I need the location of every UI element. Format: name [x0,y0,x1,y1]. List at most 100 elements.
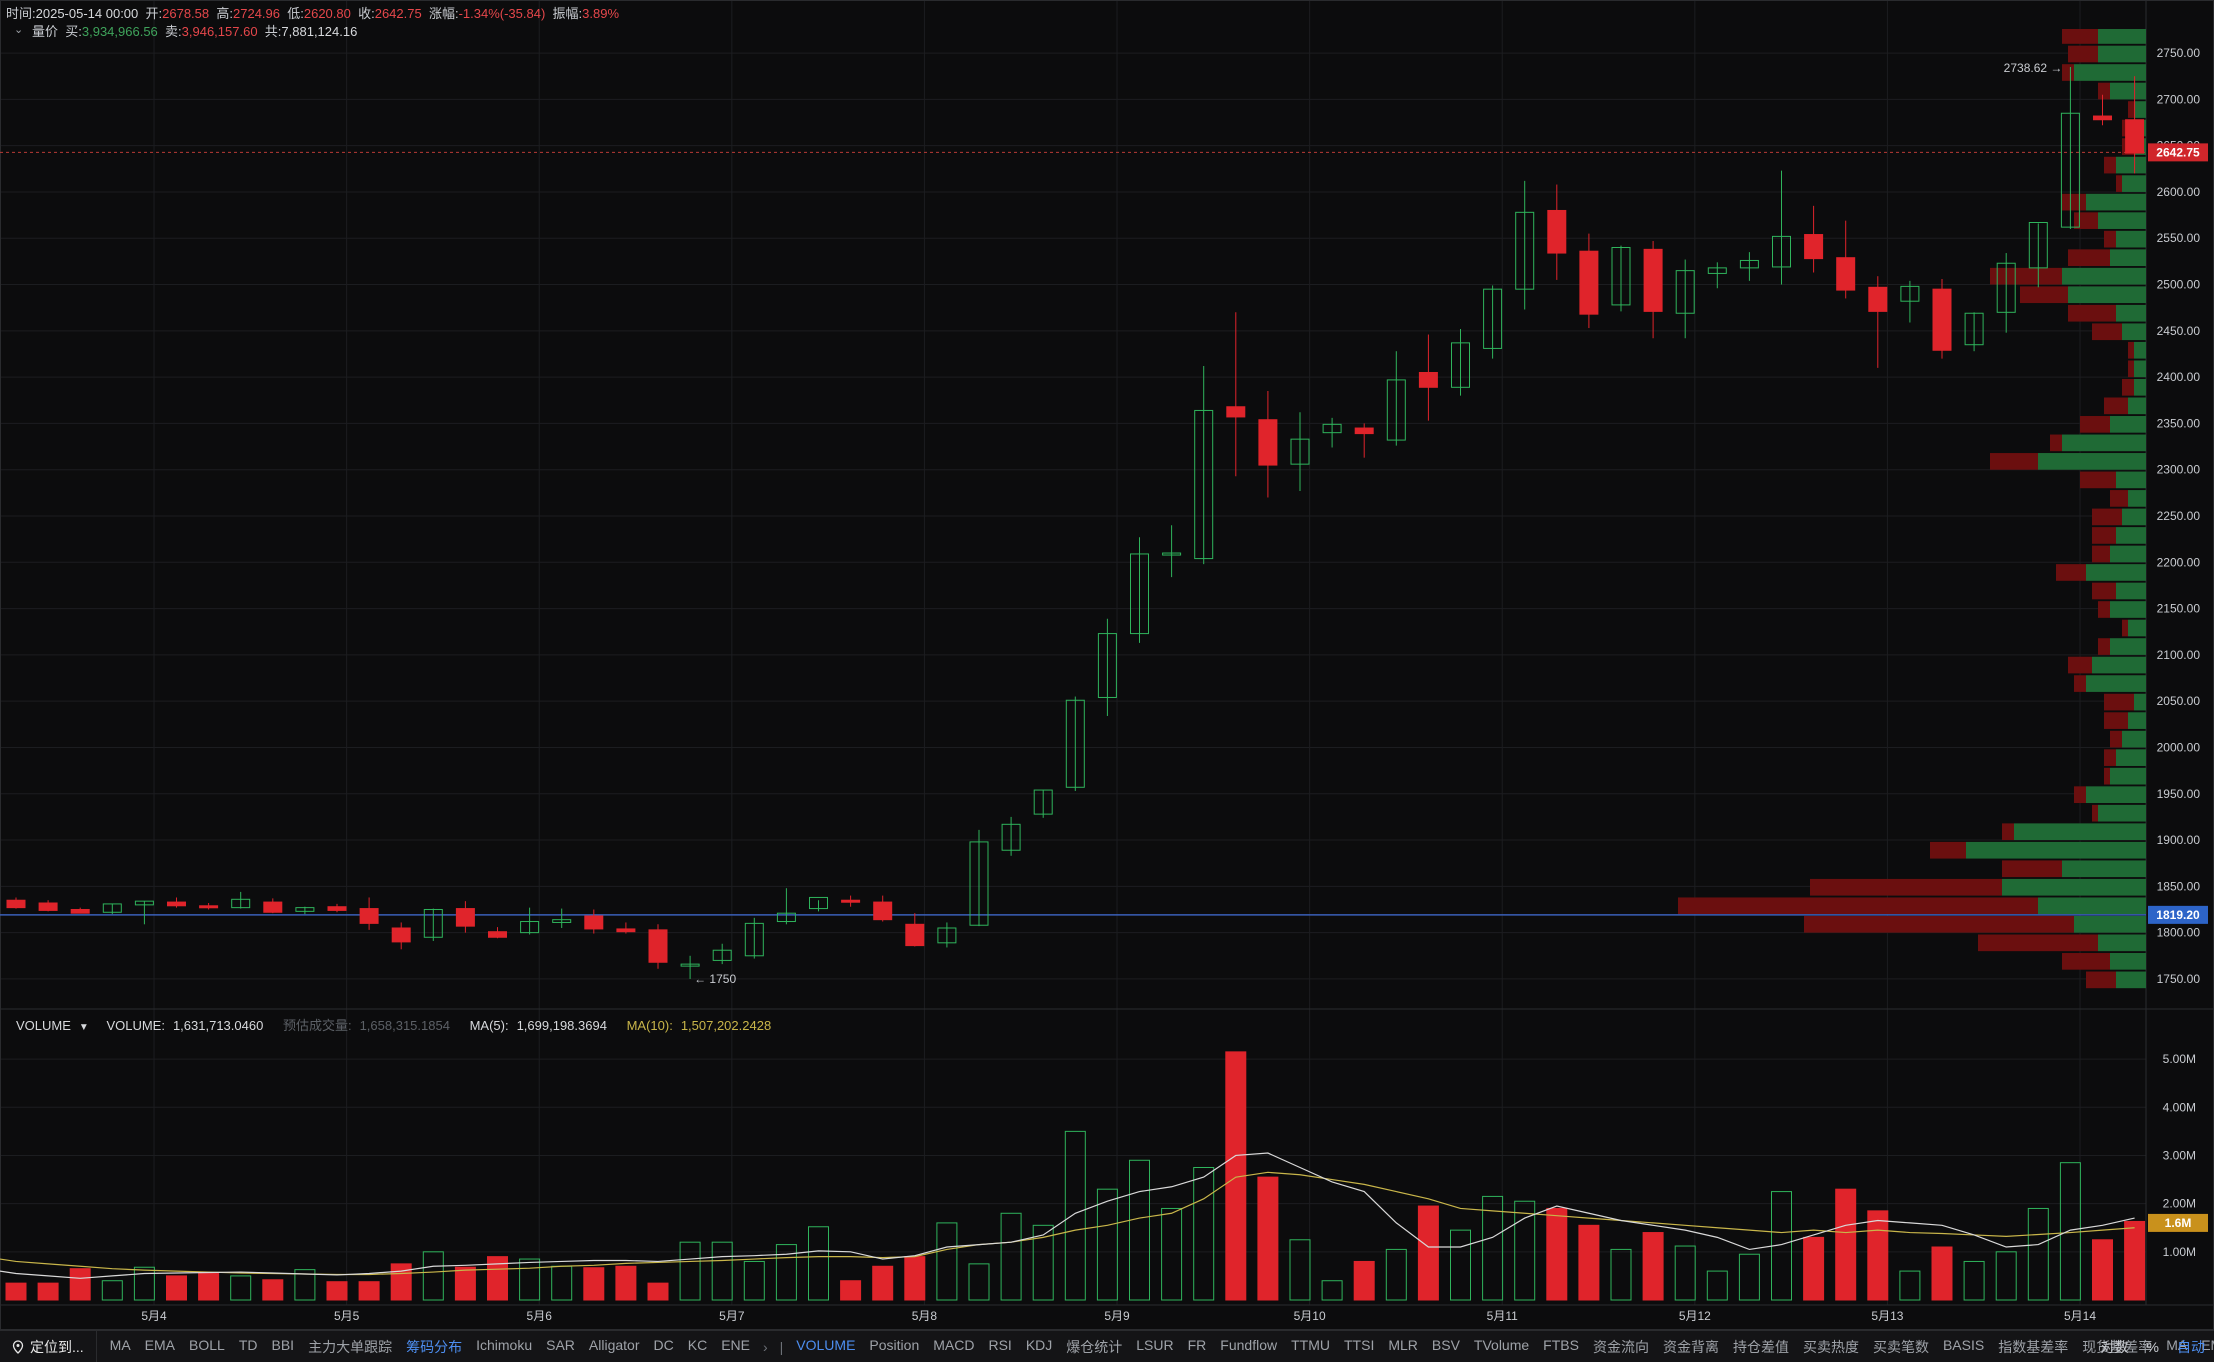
main-indicator-8[interactable]: SAR [546,1336,575,1353]
locate-button[interactable]: 定位到... [0,1331,97,1362]
price-tick-label: 2450.00 [2157,324,2201,338]
profile-buy-bar [2122,175,2146,192]
main-indicator-11[interactable]: KC [687,1336,708,1353]
sub-indicator-14[interactable]: FTBS [1543,1336,1579,1353]
sub-indicator-12[interactable]: BSV [1431,1336,1460,1353]
auto-scale-toggle[interactable]: 自动 [2177,1338,2205,1355]
volume-indicator-name[interactable]: VOLUME [16,1018,71,1033]
candle-body [6,899,26,909]
sub-indicator-16[interactable]: 资金背离 [1662,1338,1719,1355]
sub-indicator-11[interactable]: MLR [1388,1336,1418,1353]
low-label: 低: [287,6,304,21]
sub-indicator-2[interactable]: MACD [933,1336,975,1353]
price-tick-label: 1900.00 [2157,833,2201,847]
profile-sell-bar [2074,786,2086,804]
sub-indicator-15[interactable]: 资金流向 [1592,1338,1649,1355]
sub-indicator-20[interactable]: BASIS [1942,1336,1985,1353]
log-scale-toggle[interactable]: 对数 [2100,1338,2129,1355]
poc-price-tag [2148,905,2208,924]
price-tick-label: 1750.00 [2157,972,2201,986]
main-indicator-7[interactable]: Ichimoku [476,1336,533,1353]
main-indicator-9[interactable]: Alligator [588,1336,640,1353]
sub-indicator-4[interactable]: KDJ [1025,1336,1053,1353]
price-tick-label: 2000.00 [2157,740,2201,754]
candle-body [455,908,475,927]
sub-indicator-13[interactable]: TVolume [1473,1336,1530,1353]
sub-indicator-21[interactable]: 指数基差率 [1998,1338,2069,1355]
more-indicators-chevron-icon[interactable]: › [762,1338,768,1355]
kline-chart[interactable]: 2750.002700.002650.002600.002550.002500.… [0,0,2214,1330]
volume-bar [711,1241,733,1301]
sub-indicator-8[interactable]: Fundflow [1220,1336,1278,1353]
profile-buy-bar [2110,416,2146,433]
sub-indicator-5[interactable]: 爆仓统计 [1066,1338,1123,1355]
candle-body [359,908,379,924]
sub-indicator-7[interactable]: FR [1187,1336,1207,1353]
sub-indicator-10[interactable]: TTSI [1344,1336,1375,1353]
price-tick-label: 2750.00 [2157,46,2201,60]
indicator-dropdown-icon[interactable]: ▼ [78,1022,89,1033]
main-indicator-12[interactable]: ENE [721,1336,750,1353]
profile-buy-bar [2092,656,2146,674]
profile-sell-bar [2128,360,2134,378]
profile-buy-bar [2110,82,2146,100]
profile-sell-bar [2104,230,2116,248]
candle-body [134,900,154,906]
profile-sell-bar [1930,841,1966,859]
sub-indicator-17[interactable]: 持仓差值 [1732,1338,1789,1355]
current-volume-tag [2148,1213,2208,1232]
candle-body [1772,235,1791,268]
sub-indicator-22[interactable]: 现货基差率 [2082,1338,2153,1355]
main-indicator-5[interactable]: 主力大单跟踪 [308,1338,393,1355]
sub-indicator-3[interactable]: RSI [988,1336,1012,1353]
current-price-tag [2148,143,2208,162]
main-indicator-3[interactable]: TD [238,1336,258,1353]
time-tick-label: 5月13 [1871,1309,1903,1323]
sub-indicator-23[interactable]: MA [2166,1336,2188,1353]
candle-body [488,931,507,938]
sub-indicator-24[interactable]: EMA [2201,1336,2214,1353]
sub-indicator-9[interactable]: TTMU [1291,1336,1330,1353]
profile-buy-bar [2110,767,2146,785]
main-indicator-6[interactable]: 筹码分布 [406,1338,463,1355]
sub-indicator-1[interactable]: Position [869,1336,920,1353]
profile-buy-bar [2110,545,2146,563]
sub-indicator-0[interactable]: VOLUME [796,1336,856,1353]
main-indicator-list: MA EMA BOLL TD BBI 主力大单跟踪 筹码分布 Ichimoku SAR Allig… [97,1337,757,1357]
main-indicator-4[interactable]: BBI [271,1336,295,1353]
candle-body [1354,427,1374,435]
main-indicator-10[interactable]: DC [653,1336,674,1353]
profile-sell-bar [2104,397,2128,415]
main-indicator-0[interactable]: MA [109,1336,131,1353]
percent-scale-toggle[interactable]: % [2146,1338,2159,1355]
volume-bar [1514,1200,1536,1301]
candle-body [391,927,411,943]
candle-body [2125,119,2145,154]
price-tick-label: 2600.00 [2157,185,2201,199]
candle-body [1194,409,1214,560]
candle-body [1290,438,1310,465]
main-indicator-1[interactable]: EMA [144,1336,176,1353]
candle-body [1932,288,1952,351]
total-value: 7,881,124.16 [281,24,358,39]
main-indicator-2[interactable]: BOLL [189,1336,225,1353]
profile-buy-bar [2116,582,2146,600]
profile-sell-bar [2002,823,2014,841]
sell-label: 卖: [165,24,182,39]
profile-buy-bar [2062,860,2146,878]
candle-body [1097,633,1117,698]
sub-indicator-18[interactable]: 买卖热度 [1802,1338,1859,1355]
profile-sell-bar [2056,564,2086,581]
volume-bar [37,1282,59,1301]
estimate-label: 预估成交量: [282,1018,352,1033]
candle-body [295,907,315,912]
price-tick-label: 1950.00 [2157,787,2201,801]
price-tick-label: 2550.00 [2157,231,2201,245]
collapse-chevron-icon[interactable]: ⌄ [14,24,24,36]
profile-sell-bar [2062,953,2110,970]
sub-indicator-19[interactable]: 买卖笔数 [1872,1338,1929,1355]
profile-sell-bar [2104,767,2110,785]
profile-buy-bar [2134,360,2146,378]
sub-indicator-6[interactable]: LSUR [1136,1336,1174,1353]
candle-body [1418,371,1438,388]
